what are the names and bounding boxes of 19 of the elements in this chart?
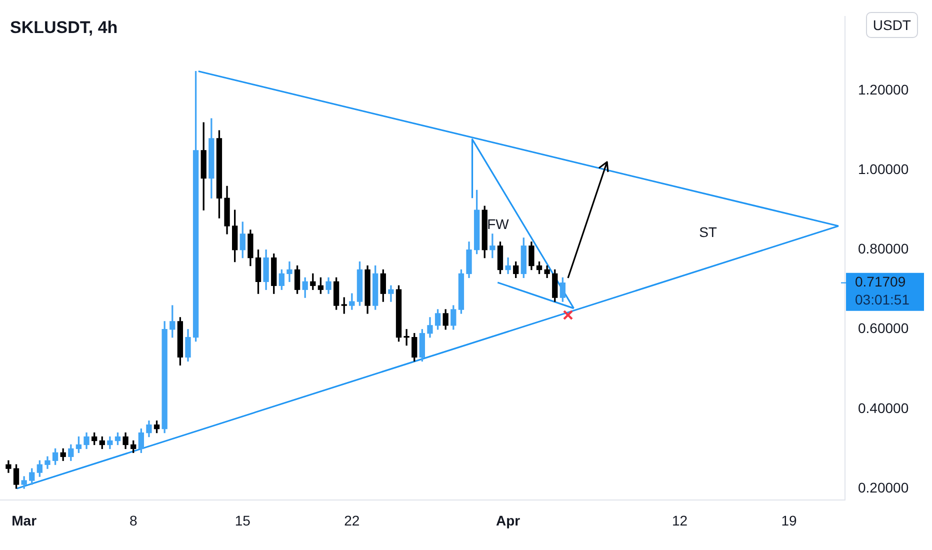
x-tick-label: 15 — [234, 512, 251, 528]
x-tick-label: 12 — [672, 512, 688, 528]
x-tick-label: Mar — [12, 512, 38, 528]
y-tick-label: 1.00000 — [858, 161, 909, 178]
x-tick-label: 22 — [344, 512, 360, 528]
y-tick-label: 0.80000 — [858, 240, 909, 257]
x-tick-label: 19 — [781, 512, 798, 528]
annotation: FW — [487, 216, 510, 232]
x-tick-label: Apr — [496, 512, 521, 528]
text: 03:01:51 — [855, 292, 910, 308]
y-axis-title: USDT — [866, 12, 918, 38]
y-tick-label: 1.20000 — [858, 82, 909, 98]
annotation: ST — [699, 224, 718, 240]
ref-line-label: 0.71709 — [855, 274, 906, 290]
y-tick-label: 0.20000 — [858, 479, 909, 496]
x-tick-label: 8 — [129, 512, 138, 528]
chart-title: SKLUSDT, 4h — [10, 18, 118, 38]
y-tick-label: 0.40000 — [858, 400, 909, 416]
y-tick-label: 0.60000 — [858, 320, 909, 336]
